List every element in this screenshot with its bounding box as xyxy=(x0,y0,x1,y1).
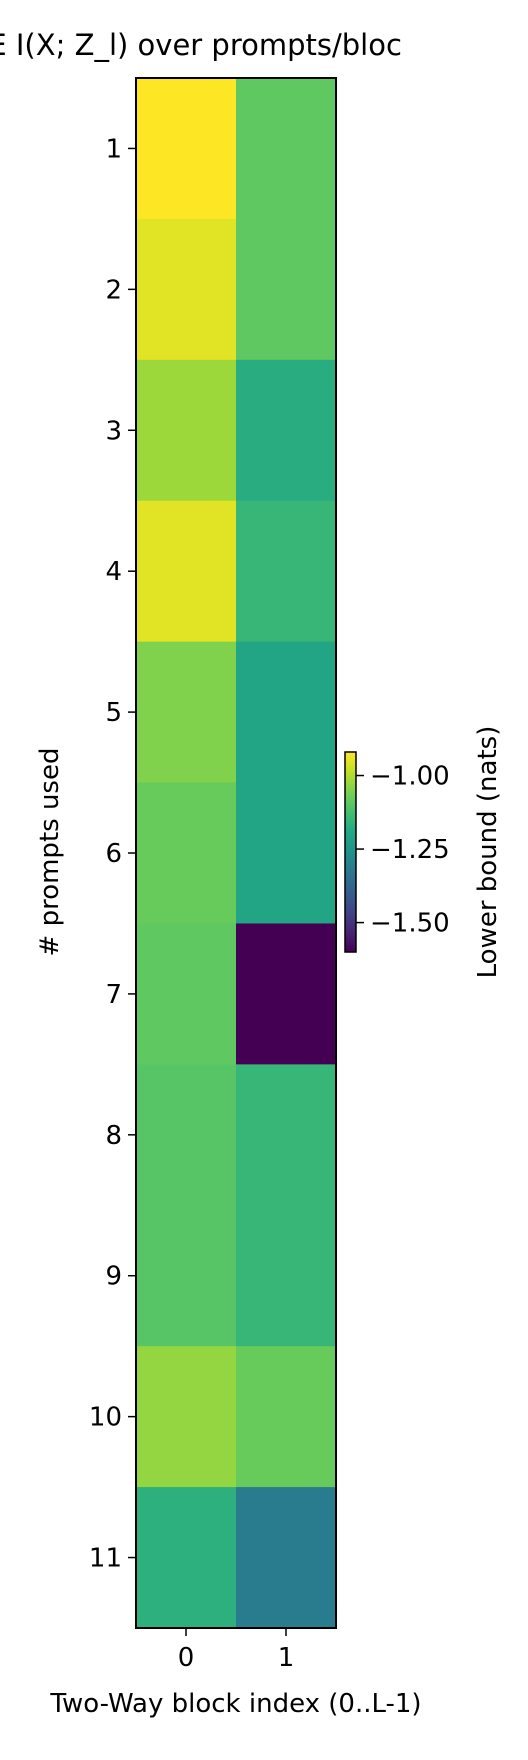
x-tick-label: 0 xyxy=(178,1643,195,1673)
colorbar-tick-label: −1.50 xyxy=(370,909,450,939)
heatmap-cell xyxy=(136,782,237,924)
heatmap-cell xyxy=(136,1205,237,1347)
heatmap-cell xyxy=(236,78,337,220)
y-tick-label: 8 xyxy=(105,1121,122,1151)
y-tick-label: 1 xyxy=(105,134,122,164)
x-axis-label: Two-Way block index (0..L-1) xyxy=(49,1689,421,1719)
heatmap-cell xyxy=(236,1064,337,1206)
heatmap-cell xyxy=(236,500,337,643)
chart-title: CE I(X; Z_l) over prompts/bloc xyxy=(0,28,402,62)
heatmap-cells xyxy=(136,78,337,1629)
heatmap-cell xyxy=(136,1064,237,1206)
y-tick-label: 11 xyxy=(89,1544,122,1574)
colorbar-label: Lower bound (nats) xyxy=(473,726,503,979)
heatmap-cell xyxy=(136,218,237,361)
y-axis-ticks: 1 2 3 4 5 6 7 8 9 10 11 xyxy=(89,134,136,1574)
heatmap-cell xyxy=(136,1346,237,1488)
y-tick-label: 7 xyxy=(105,980,122,1010)
heatmap-cell xyxy=(236,782,337,924)
y-tick-label: 10 xyxy=(89,1403,122,1433)
heatmap-cell xyxy=(236,359,337,502)
colorbar xyxy=(344,751,357,953)
heatmap-cell xyxy=(236,1346,337,1488)
heatmap-cell xyxy=(236,1487,337,1629)
y-tick-label: 4 xyxy=(105,557,122,587)
y-tick-label: 9 xyxy=(105,1262,122,1292)
y-tick-label: 2 xyxy=(105,275,122,305)
y-axis-label: # prompts used xyxy=(35,748,65,957)
colorbar-tick-label: −1.00 xyxy=(370,762,450,792)
heatmap-cell xyxy=(136,1487,237,1629)
heatmap-cell xyxy=(236,1205,337,1347)
y-tick-label: 5 xyxy=(105,698,122,728)
heatmap-cell xyxy=(136,359,237,502)
heatmap-cell xyxy=(136,78,237,220)
y-tick-label: 3 xyxy=(105,416,122,446)
heatmap-cell xyxy=(236,218,337,361)
colorbar-ticks: −1.00 −1.25 −1.50 xyxy=(356,762,450,939)
heatmap-cell xyxy=(136,923,237,1065)
heatmap-cell xyxy=(136,500,237,643)
colorbar-tick-label: −1.25 xyxy=(370,835,450,865)
heatmap-cell xyxy=(236,641,337,784)
heatmap-cell xyxy=(236,923,337,1065)
x-tick-label: 1 xyxy=(278,1643,295,1673)
y-tick-label: 6 xyxy=(105,839,122,869)
heatmap-cell xyxy=(136,641,237,784)
